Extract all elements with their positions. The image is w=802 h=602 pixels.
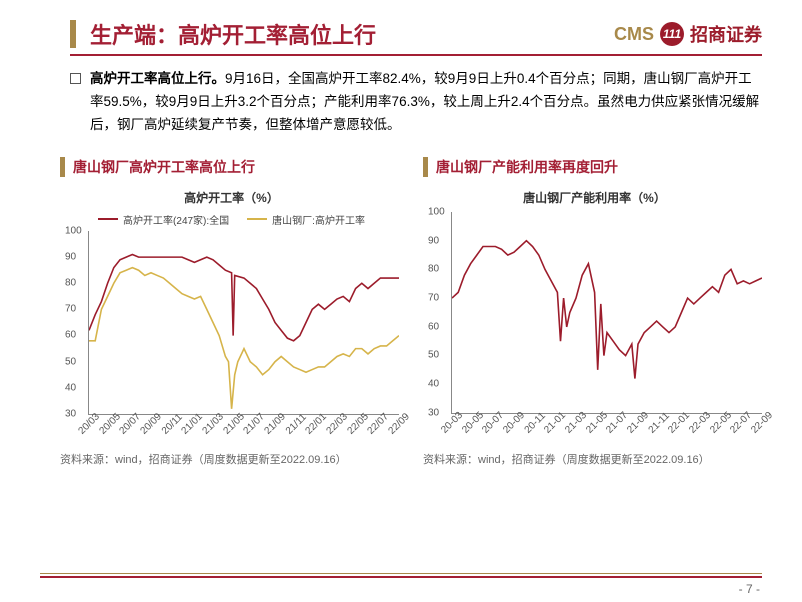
header: 生产端：高炉开工率高位上行 CMS 111 招商证券 bbox=[0, 0, 802, 54]
chart-right-source: 资料来源：wind，招商证券（周度数据更新至2022.09.16） bbox=[423, 445, 766, 467]
x-tick: 22/05 bbox=[345, 411, 370, 436]
x-tick: 21/11 bbox=[284, 412, 309, 437]
x-tick: 20-05 bbox=[460, 410, 486, 436]
x-tick: 22-09 bbox=[749, 410, 775, 436]
charts-row: 唐山钢厂高炉开工率高位上行 高炉开工率（%） 高炉开工率(247家):全国 唐山钢… bbox=[0, 147, 802, 467]
logo-brand-name: 招商证券 bbox=[690, 21, 762, 47]
y-tick: 50 bbox=[428, 350, 439, 361]
x-tick: 22-07 bbox=[729, 410, 755, 436]
brand-logo: CMS 111 招商证券 bbox=[614, 21, 762, 47]
chart-left-canvas: 3040506070809010020/0320/0520/0720/0920/… bbox=[60, 231, 403, 431]
x-tick: 21-11 bbox=[646, 410, 671, 435]
y-tick: 80 bbox=[65, 278, 76, 289]
chart-heading-bar bbox=[423, 157, 428, 177]
x-tick: 20/09 bbox=[138, 411, 163, 436]
chart-right-canvas: 3040506070809010020-0320-0520-0720-0920-… bbox=[423, 212, 766, 430]
y-tick: 40 bbox=[65, 382, 76, 393]
y-tick: 30 bbox=[65, 408, 76, 419]
chart-right-col: 唐山钢厂产能利用率再度回升 唐山钢厂产能利用率（%） 3040506070809… bbox=[423, 157, 766, 467]
x-tick: 20-11 bbox=[522, 410, 547, 435]
footer-rule-gold bbox=[40, 573, 762, 574]
x-tick: 21-05 bbox=[584, 410, 610, 436]
y-tick: 80 bbox=[428, 264, 439, 275]
legend-item: 唐山钢厂:高炉开工率 bbox=[247, 212, 365, 227]
legend-item: 高炉开工率(247家):全国 bbox=[98, 212, 229, 227]
x-tick: 22-03 bbox=[687, 410, 713, 436]
page-title: 生产端：高炉开工率高位上行 bbox=[90, 18, 376, 50]
y-tick: 70 bbox=[428, 292, 439, 303]
x-tick: 21/07 bbox=[242, 411, 267, 436]
chart-right-area: 唐山钢厂产能利用率（%） 3040506070809010020-0320-05… bbox=[423, 185, 766, 445]
y-tick: 60 bbox=[428, 321, 439, 332]
x-tick: 21/09 bbox=[262, 411, 287, 436]
summary-lead: 高炉开工率高位上行。 bbox=[90, 71, 225, 86]
y-tick: 90 bbox=[65, 251, 76, 262]
chart-left-col: 唐山钢厂高炉开工率高位上行 高炉开工率（%） 高炉开工率(247家):全国 唐山钢… bbox=[60, 157, 403, 467]
chart-left-legend: 高炉开工率(247家):全国 唐山钢厂:高炉开工率 bbox=[60, 212, 403, 231]
x-tick: 20-03 bbox=[439, 410, 465, 436]
x-tick: 22/03 bbox=[324, 411, 349, 436]
chart-left-area: 高炉开工率（%） 高炉开工率(247家):全国唐山钢厂:高炉开工率 304050… bbox=[60, 185, 403, 445]
chart-heading-bar bbox=[60, 157, 65, 177]
x-tick: 20/11 bbox=[160, 412, 185, 437]
x-tick: 20-09 bbox=[501, 410, 527, 436]
chart-right-title: 唐山钢厂产能利用率（%） bbox=[423, 185, 766, 212]
y-tick: 70 bbox=[65, 304, 76, 315]
x-tick: 21-07 bbox=[605, 410, 631, 436]
chart-right-heading-text: 唐山钢厂产能利用率再度回升 bbox=[436, 157, 618, 177]
x-tick: 20/03 bbox=[76, 411, 101, 436]
title-accent-bar bbox=[70, 20, 76, 48]
y-tick: 60 bbox=[65, 330, 76, 341]
logo-roundel-icon: 111 bbox=[660, 22, 684, 46]
x-tick: 21/01 bbox=[180, 411, 205, 436]
chart-left-heading: 唐山钢厂高炉开工率高位上行 bbox=[60, 157, 403, 177]
x-tick: 20-07 bbox=[481, 410, 507, 436]
y-tick: 50 bbox=[65, 356, 76, 367]
chart-left-plot: 3040506070809010020/0320/0520/0720/0920/… bbox=[88, 231, 399, 415]
x-tick: 21/05 bbox=[221, 411, 246, 436]
y-tick: 100 bbox=[65, 225, 82, 236]
x-tick: 21-03 bbox=[563, 410, 589, 436]
logo-cms: CMS bbox=[614, 24, 654, 45]
page-number: - 7 - bbox=[739, 582, 760, 596]
x-tick: 22/07 bbox=[366, 411, 391, 436]
chart-left-title: 高炉开工率（%） bbox=[60, 185, 403, 212]
x-tick: 22/01 bbox=[304, 411, 329, 436]
x-tick: 21/03 bbox=[200, 411, 225, 436]
x-tick: 20/07 bbox=[118, 411, 143, 436]
chart-right-heading: 唐山钢厂产能利用率再度回升 bbox=[423, 157, 766, 177]
x-tick: 20/05 bbox=[97, 411, 122, 436]
y-tick: 30 bbox=[428, 407, 439, 418]
y-tick: 90 bbox=[428, 235, 439, 246]
x-tick: 22/09 bbox=[386, 411, 411, 436]
x-tick: 21-01 bbox=[543, 410, 569, 436]
y-tick: 40 bbox=[428, 379, 439, 390]
title-wrap: 生产端：高炉开工率高位上行 bbox=[70, 18, 376, 50]
x-tick: 22-01 bbox=[667, 410, 693, 436]
chart-left-heading-text: 唐山钢厂高炉开工率高位上行 bbox=[73, 157, 255, 177]
chart-right-plot: 3040506070809010020-0320-0520-0720-0920-… bbox=[451, 212, 762, 414]
footer-rule-red bbox=[40, 576, 762, 578]
summary-bullet: 高炉开工率高位上行。9月16日，全国高炉开工率82.4%，较9月9日上升0.4个… bbox=[0, 56, 802, 147]
x-tick: 22-05 bbox=[708, 410, 734, 436]
x-tick: 21-09 bbox=[625, 410, 651, 436]
y-tick: 100 bbox=[428, 206, 445, 217]
chart-left-source: 资料来源：wind，招商证券（周度数据更新至2022.09.16） bbox=[60, 445, 403, 467]
